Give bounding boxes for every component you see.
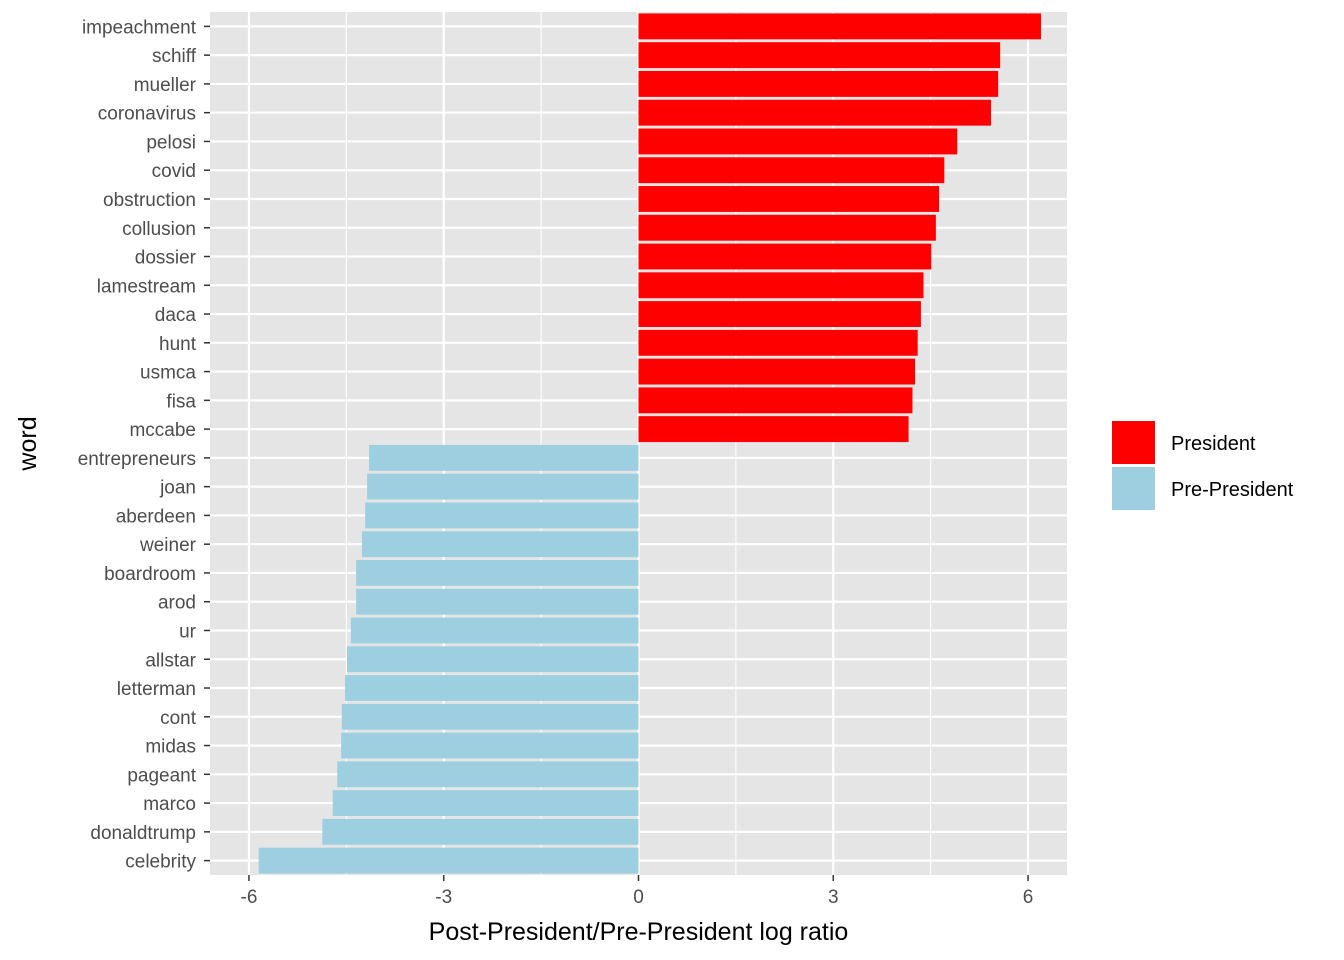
y-tick-label: daca bbox=[155, 305, 197, 326]
y-tick-label: usmca bbox=[140, 363, 196, 384]
bar-daca bbox=[638, 301, 921, 327]
y-tick-label: dossier bbox=[135, 248, 197, 269]
y-tick-label: impeachment bbox=[82, 17, 197, 38]
legend-label: Pre-President bbox=[1171, 479, 1294, 501]
y-tick-label: letterman bbox=[117, 679, 196, 700]
y-tick-label: obstruction bbox=[103, 190, 196, 211]
bar-collusion bbox=[638, 214, 936, 241]
minor-gridlines bbox=[345, 12, 932, 875]
y-tick-label: weiner bbox=[139, 535, 197, 556]
bar-boardroom bbox=[356, 560, 639, 586]
x-tick-label: -3 bbox=[435, 887, 452, 908]
y-tick-label: fisa bbox=[166, 391, 196, 412]
bar-covid bbox=[638, 157, 945, 184]
bar-letterman bbox=[345, 675, 639, 701]
legend-key-president bbox=[1112, 421, 1155, 464]
bar-fisa bbox=[638, 387, 913, 414]
bar-usmca bbox=[638, 358, 916, 385]
y-tick-label: pageant bbox=[127, 765, 196, 786]
y-tick-label: pelosi bbox=[146, 132, 196, 153]
bar-arod bbox=[356, 588, 639, 615]
y-tick-label: mueller bbox=[134, 75, 197, 96]
bar-ur bbox=[350, 617, 639, 644]
y-tick-label: boardroom bbox=[104, 564, 196, 585]
y-tick-label: schiff bbox=[152, 46, 197, 67]
bar-midas bbox=[341, 732, 639, 759]
y-tick-label: coronavirus bbox=[98, 104, 196, 125]
y-tick-label: mccabe bbox=[129, 420, 196, 441]
legend-label: President bbox=[1171, 433, 1256, 455]
bar-celebrity bbox=[258, 847, 639, 874]
legend: President Pre-President bbox=[1112, 421, 1294, 510]
bar-pageant bbox=[337, 761, 639, 788]
y-tick-label: cont bbox=[160, 708, 197, 729]
y-axis: impeachment schiff mueller coronavirus pelos… bbox=[78, 17, 210, 873]
bars bbox=[258, 13, 1042, 874]
y-tick-label: hunt bbox=[159, 334, 197, 355]
y-tick-label: midas bbox=[145, 737, 196, 758]
x-tick-label: 3 bbox=[828, 887, 839, 908]
y-tick-label: marco bbox=[143, 794, 196, 815]
bar-dossier bbox=[638, 243, 932, 270]
bar-hunt bbox=[638, 329, 918, 356]
bar-marco bbox=[332, 790, 639, 817]
y-tick-label: collusion bbox=[122, 219, 196, 240]
legend-key-pre-president bbox=[1112, 467, 1155, 510]
bar-mueller bbox=[638, 70, 999, 97]
x-tick-label: 0 bbox=[633, 887, 644, 908]
y-tick-label: lamestream bbox=[97, 276, 196, 297]
bar-entrepreneurs bbox=[369, 444, 639, 471]
bar-cont bbox=[341, 703, 639, 730]
bar-mccabe bbox=[638, 416, 909, 443]
bar-weiner bbox=[361, 531, 639, 558]
y-tick-label: donaldtrump bbox=[90, 823, 196, 844]
x-tick-label: 6 bbox=[1023, 887, 1034, 908]
x-tick-label: -6 bbox=[241, 887, 258, 908]
bar-coronavirus bbox=[638, 99, 992, 126]
y-tick-label: arod bbox=[158, 593, 196, 614]
y-tick-label: entrepreneurs bbox=[78, 449, 196, 470]
bar-aberdeen bbox=[365, 502, 639, 529]
y-tick-label: allstar bbox=[145, 650, 196, 671]
bar-pelosi bbox=[638, 128, 958, 155]
bar-lamestream bbox=[638, 272, 924, 299]
bar-impeachment bbox=[638, 13, 1042, 40]
x-axis: -6 -3 0 3 6 bbox=[241, 875, 1034, 908]
bar-donaldtrump bbox=[322, 818, 639, 845]
x-axis-title: Post-President/Pre-President log ratio bbox=[429, 918, 849, 946]
bar-schiff bbox=[638, 42, 1001, 69]
y-tick-label: covid bbox=[152, 161, 196, 182]
bar-joan bbox=[367, 473, 639, 500]
y-tick-label: ur bbox=[179, 621, 197, 642]
bar-obstruction bbox=[638, 186, 940, 212]
y-tick-label: celebrity bbox=[125, 852, 196, 873]
bar-allstar bbox=[346, 646, 639, 673]
y-tick-label: aberdeen bbox=[116, 506, 196, 527]
y-tick-label: joan bbox=[159, 478, 196, 499]
y-axis-title: word bbox=[14, 416, 42, 471]
